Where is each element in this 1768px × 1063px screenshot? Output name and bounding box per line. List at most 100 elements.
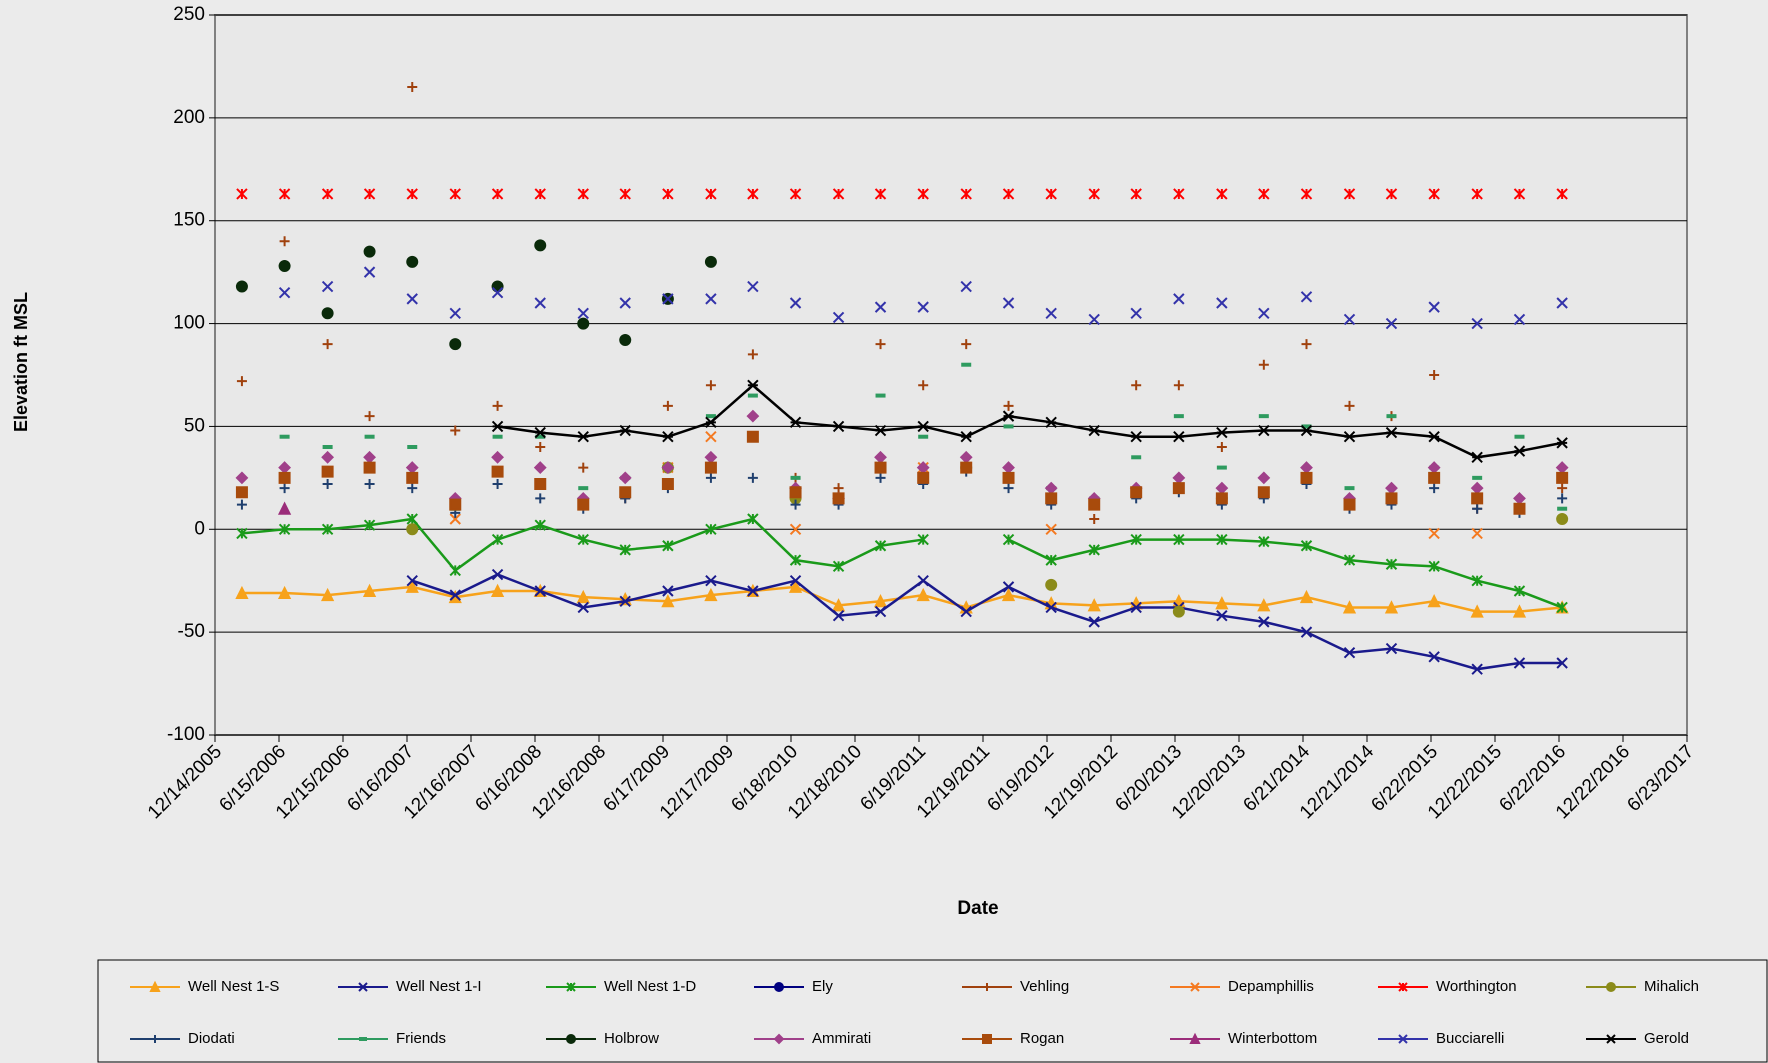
data-point [1045,492,1058,505]
data-point [363,245,376,258]
data-point [1429,483,1440,494]
data-point [449,498,462,511]
data-point [406,575,418,587]
data-point [1300,471,1313,484]
data-point [577,533,589,546]
data-point [406,513,418,525]
data-point [449,513,461,525]
data-point [1428,431,1440,443]
data-point [1216,442,1227,452]
legend-marker [1606,1034,1616,1044]
data-point [1258,307,1270,319]
data-point [278,523,291,535]
data-point [874,188,887,200]
data-point [917,471,930,484]
data-point [1428,301,1440,313]
data-point [1299,589,1314,604]
legend-label: Well Nest 1-D [604,978,696,995]
data-point [1088,616,1100,628]
data-point [1427,594,1441,608]
data-point [406,523,419,536]
data-point [789,188,802,200]
y-tick-label: 150 [173,210,205,231]
legend-label: Friends [396,1030,446,1047]
data-point [1002,188,1015,200]
y-tick-label: 0 [194,518,205,539]
data-point [1045,307,1057,319]
data-point [1471,188,1483,200]
data-point [1471,575,1483,587]
data-point [960,188,972,200]
data-point [917,575,929,587]
legend-label: Vehling [1020,978,1069,995]
data-point [363,188,376,200]
data-point [1088,313,1100,326]
data-point [535,493,546,504]
data-point [1088,544,1100,556]
data-point [875,472,886,483]
data-point [1001,587,1016,602]
data-point [1513,313,1526,326]
data-point [406,188,418,200]
data-point [832,311,845,324]
data-point [1471,317,1483,330]
data-point [619,334,632,346]
data-point [322,339,333,350]
data-point [1471,451,1483,463]
data-point [789,297,802,309]
data-point [322,479,333,490]
data-point [705,416,717,429]
data-point [491,287,504,299]
data-point [235,280,248,293]
data-point [1428,651,1440,663]
data-point [1557,493,1568,504]
data-point [321,523,334,535]
data-point [1130,307,1142,319]
data-point [704,461,717,474]
legend-label: Rogan [1020,1030,1064,1047]
series-line [241,585,1563,613]
data-point [534,188,546,200]
data-point [405,579,419,593]
data-point [618,471,632,485]
data-point [406,255,419,268]
legend-marker [1189,1032,1201,1044]
y-tick-label: 100 [173,313,205,334]
legend-marker [774,982,785,992]
data-point [661,478,674,491]
data-point [789,575,802,587]
data-point [1385,188,1398,200]
legend-marker [1606,982,1617,992]
data-point [704,587,718,602]
data-point [364,411,375,422]
data-point [747,280,759,293]
legend-label: Well Nest 1-S [188,978,279,995]
data-point [1343,313,1356,326]
data-point [747,472,758,483]
plot-area [214,14,1688,736]
data-point [917,533,929,546]
data-point [1089,514,1100,524]
data-point [1513,585,1526,597]
series-line [411,573,1563,671]
data-point [960,431,972,443]
data-point [1301,339,1312,350]
data-point [662,188,674,200]
data-point [279,236,290,247]
legend-marker [982,1034,992,1044]
data-point [1258,616,1270,628]
data-point [619,544,631,556]
data-point [874,540,887,552]
data-point [534,519,546,531]
data-point [960,605,972,618]
data-point [321,188,334,200]
data-point [705,293,717,305]
data-point [1300,188,1313,200]
data-point [832,420,845,433]
data-point [1300,540,1313,552]
legend-marker [773,1033,785,1045]
data-point [661,594,675,608]
legend-label: Diodati [188,1030,235,1047]
data-point [491,533,504,546]
data-point [747,379,759,391]
